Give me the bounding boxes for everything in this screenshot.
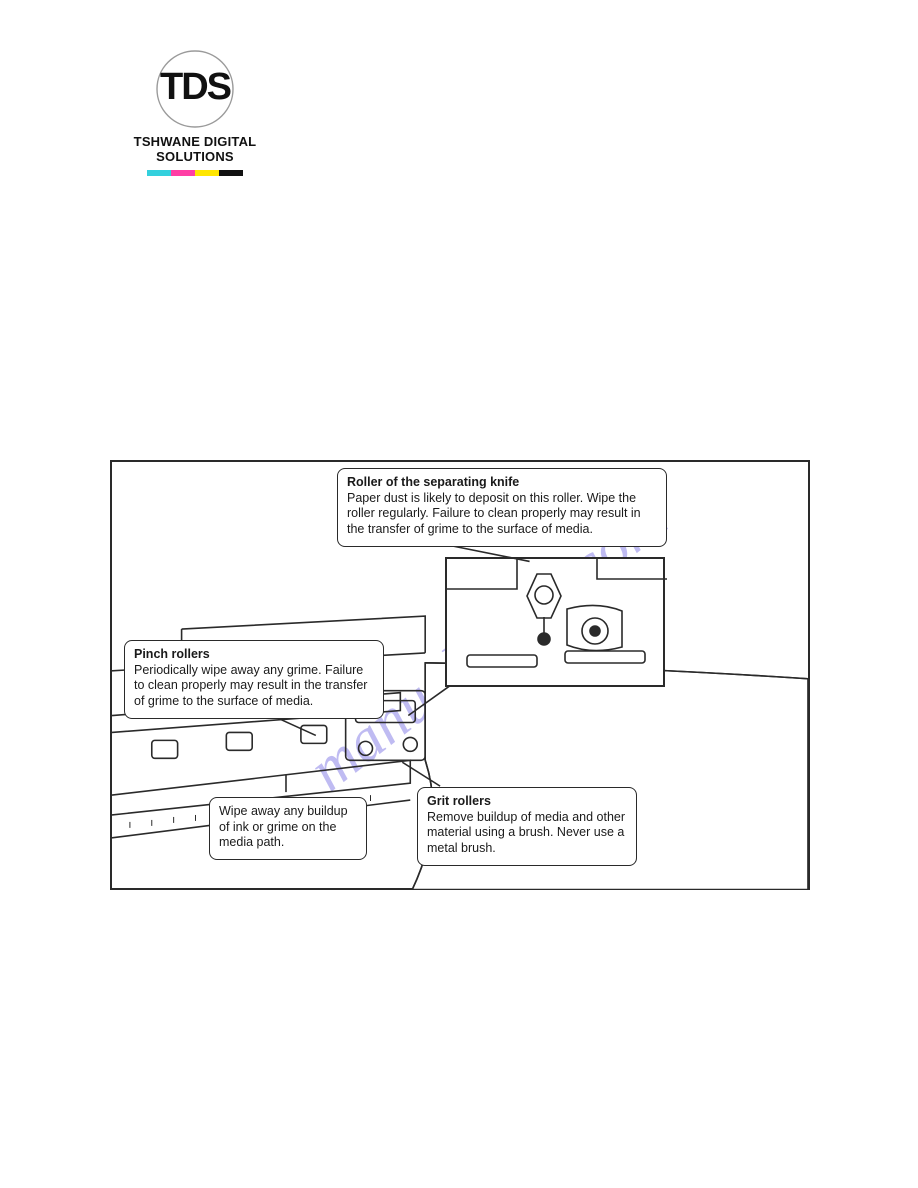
cmyk-bar-icon — [147, 170, 243, 176]
callout-title: Pinch rollers — [134, 647, 374, 663]
callout-title: Roller of the separating knife — [347, 475, 657, 491]
brand-logo: TDS TSHWANE DIGITAL SOLUTIONS — [108, 48, 282, 176]
logo-abbr: TDS — [154, 66, 236, 109]
cmyk-magenta — [171, 170, 195, 176]
detail-inset — [445, 557, 665, 687]
logo-tagline: TSHWANE DIGITAL SOLUTIONS — [108, 134, 282, 164]
callout-body: Paper dust is likely to deposit on this … — [347, 491, 657, 538]
callout-body: Wipe away any buildup of ink or grime on… — [219, 804, 357, 851]
logo-mark: TDS — [154, 48, 236, 130]
callout-grit-rollers: Grit rollers Remove buildup of media and… — [417, 787, 637, 866]
callout-body: Remove buildup of media and other materi… — [427, 810, 627, 857]
callout-media-path: Wipe away any buildup of ink or grime on… — [209, 797, 367, 860]
callout-title: Grit rollers — [427, 794, 627, 810]
document-page: TDS TSHWANE DIGITAL SOLUTIONS manualshiv… — [0, 0, 918, 1188]
separating-knife-detail-icon — [447, 559, 667, 689]
maintenance-diagram: Roller of the separating knife Paper dus… — [110, 460, 810, 890]
callout-separating-knife: Roller of the separating knife Paper dus… — [337, 468, 667, 547]
callout-body: Periodically wipe away any grime. Failur… — [134, 663, 374, 710]
callout-pinch-rollers: Pinch rollers Periodically wipe away any… — [124, 640, 384, 719]
cmyk-black — [219, 170, 243, 176]
cmyk-yellow — [195, 170, 219, 176]
cmyk-cyan — [147, 170, 171, 176]
